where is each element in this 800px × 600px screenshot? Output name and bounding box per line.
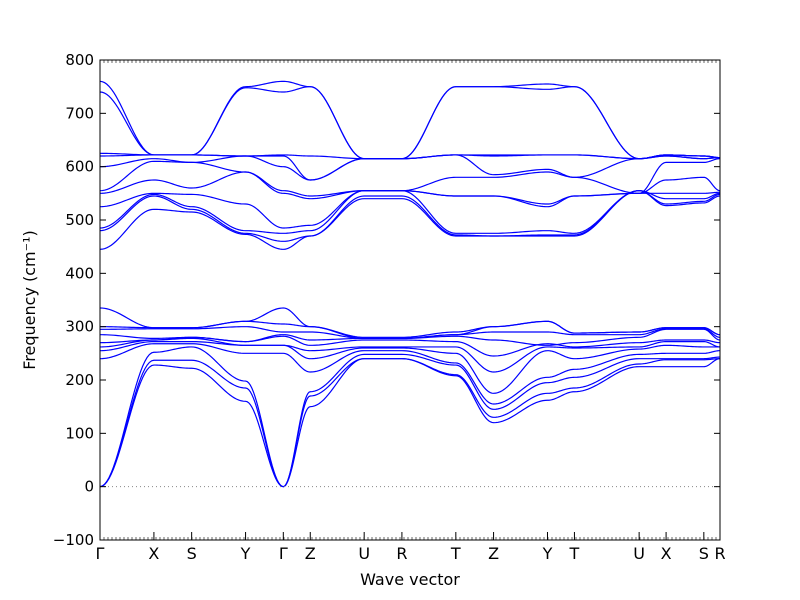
y-tick-label: 0	[84, 478, 94, 496]
x-tick-label: T	[450, 544, 461, 563]
x-tick-label: S	[187, 544, 197, 563]
band-line-1	[99, 358, 721, 488]
x-tick-label: X	[661, 544, 672, 563]
x-tick-label: S	[699, 544, 709, 563]
y-tick-label: −100	[53, 531, 94, 549]
band-line-2	[99, 358, 720, 488]
y-tick-label: 100	[65, 424, 94, 442]
band-line-10	[100, 320, 721, 339]
band-line-13	[99, 190, 721, 242]
x-tick-label: R	[396, 544, 407, 563]
x-tick-label: U	[633, 544, 645, 563]
band-line-4	[99, 343, 721, 405]
x-tick-label: Z	[305, 544, 316, 563]
y-tick-label: 400	[65, 264, 94, 282]
y-tick-label: 200	[65, 371, 94, 389]
band-line-7	[99, 335, 721, 357]
x-tick-label: Y	[240, 544, 251, 563]
y-axis: −100 0 100 200 300 400 500 600 700 800	[53, 51, 720, 549]
phonon-bands	[99, 80, 721, 488]
band-line-8	[99, 328, 721, 346]
x-tick-label: Γ	[96, 544, 105, 563]
x-tick-label: U	[358, 544, 370, 563]
x-tick-label: T	[569, 544, 580, 563]
x-tick-label: Γ	[279, 544, 288, 563]
plot-frame	[99, 59, 721, 541]
y-tick-label: 600	[65, 158, 94, 176]
band-line-6	[99, 337, 721, 373]
x-tick-label: R	[714, 544, 725, 563]
band-line-3	[99, 346, 720, 488]
y-tick-label: 500	[65, 211, 94, 229]
band-line-16	[99, 171, 721, 205]
band-line-14	[99, 190, 721, 234]
y-tick-label: 300	[65, 318, 94, 336]
x-tick-label: X	[148, 544, 159, 563]
y-tick-label: 700	[65, 104, 94, 122]
band-line-22	[99, 80, 721, 160]
band-line-17	[99, 158, 721, 197]
x-tick-label: Z	[488, 544, 499, 563]
y-tick-label: 800	[65, 51, 94, 69]
y-axis-label: Frequency (cm⁻¹)	[20, 230, 39, 369]
band-line-21	[99, 86, 721, 160]
x-minor-ticks	[99, 60, 721, 540]
x-tick-label: Y	[542, 544, 553, 563]
band-line-11	[99, 307, 721, 338]
band-line-5	[99, 341, 720, 394]
band-line-12	[99, 190, 721, 250]
x-axis-label: Wave vector	[360, 570, 460, 589]
